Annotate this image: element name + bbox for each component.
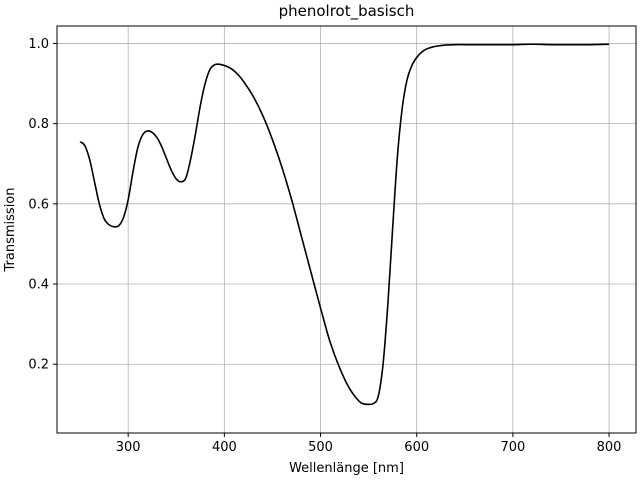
series-layer (79, 43, 610, 406)
y-tick-label: 0.8 (28, 117, 49, 132)
y-tick-label: 0.6 (28, 197, 49, 212)
grid (57, 26, 636, 433)
series-line (79, 43, 610, 406)
y-tick-label: 1.0 (28, 37, 49, 52)
x-axis-label: Wellenlänge [nm] (289, 461, 404, 476)
x-tick-label: 800 (597, 440, 622, 455)
y-axis-label: Transmission (3, 188, 18, 273)
chart-title: phenolrot_basisch (279, 2, 415, 21)
x-tick-label: 400 (212, 440, 237, 455)
x-tick-label: 500 (308, 440, 333, 455)
y-tick-label: 0.2 (28, 358, 49, 373)
x-tick-label: 300 (116, 440, 141, 455)
y-axis: 0.2 0.4 0.6 0.8 1.0 (28, 37, 57, 373)
x-tick-label: 700 (500, 440, 525, 455)
plot-frame (56, 25, 637, 434)
x-axis: 300 400 500 600 700 800 (116, 433, 622, 455)
x-tick-label: 600 (404, 440, 429, 455)
y-tick-label: 0.4 (28, 278, 49, 293)
